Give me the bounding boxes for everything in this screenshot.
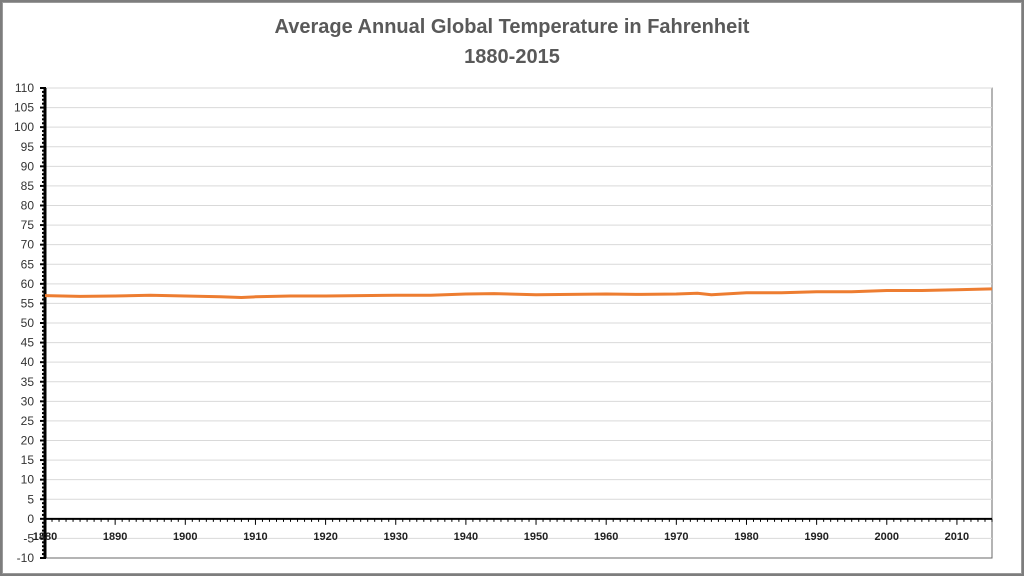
y-tick-label: 95: [21, 140, 35, 154]
x-tick-label: 1930: [383, 531, 407, 543]
y-tick-label: 75: [21, 218, 35, 232]
y-tick-label: -5: [23, 531, 34, 545]
y-tick-label: -10: [17, 551, 35, 565]
x-tick-label: 1980: [734, 531, 758, 543]
x-tick-label: 1890: [103, 531, 127, 543]
chart-title-block: Average Annual Global Temperature in Fah…: [0, 12, 1024, 72]
gridlines: [45, 87, 992, 539]
x-tick-label: 1960: [594, 531, 618, 543]
x-tick-label: 1880: [33, 531, 57, 543]
y-tick-label: 25: [21, 414, 35, 428]
y-tick-label: 85: [21, 179, 35, 193]
y-tick-label: 15: [21, 453, 35, 467]
y-axis-ticks: -10 -5 0 5 10 15 20 25 30 35 40 45 50 55 60 65 70 75 80 85 9…: [14, 81, 47, 565]
x-tick-label: 1910: [243, 531, 267, 543]
y-tick-label: 65: [21, 257, 35, 271]
chart-subtitle: 1880-2015: [464, 46, 560, 68]
chart-title: Average Annual Global Temperature in Fah…: [274, 16, 750, 38]
y-tick-label: 105: [14, 101, 34, 115]
y-tick-label: 80: [21, 199, 35, 213]
y-tick-label: 0: [27, 512, 34, 526]
y-tick-label: 50: [21, 316, 35, 330]
y-tick-label: 30: [21, 394, 35, 408]
x-axis-ticks: 1880 1890 1900 1910 1920 1930 1940 1950 1960 1970…: [33, 517, 993, 543]
y-tick-label: 70: [21, 238, 35, 252]
x-tick-label: 2010: [945, 531, 969, 543]
x-tick-label: 1970: [664, 531, 688, 543]
x-tick-label: 1950: [524, 531, 548, 543]
x-tick-label: 1990: [804, 531, 828, 543]
y-tick-label: 60: [21, 277, 35, 291]
x-tick-label: 1940: [454, 531, 478, 543]
y-tick-label: 110: [15, 81, 34, 95]
temperature-series-line: [44, 287, 993, 299]
y-tick-label: 45: [21, 336, 35, 350]
y-tick-label: 5: [27, 492, 34, 506]
y-tick-label: 35: [21, 375, 35, 389]
x-tick-label: 1920: [313, 531, 337, 543]
y-tick-label: 55: [21, 296, 35, 310]
y-tick-label: 10: [21, 473, 35, 487]
x-tick-label: 2000: [875, 531, 899, 543]
y-tick-label: 20: [21, 434, 35, 448]
x-tick-label: 1900: [173, 531, 197, 543]
y-tick-label: 40: [21, 355, 35, 369]
y-tick-label: 90: [21, 159, 35, 173]
series-layer: [44, 287, 993, 299]
y-tick-label: 100: [14, 120, 34, 134]
